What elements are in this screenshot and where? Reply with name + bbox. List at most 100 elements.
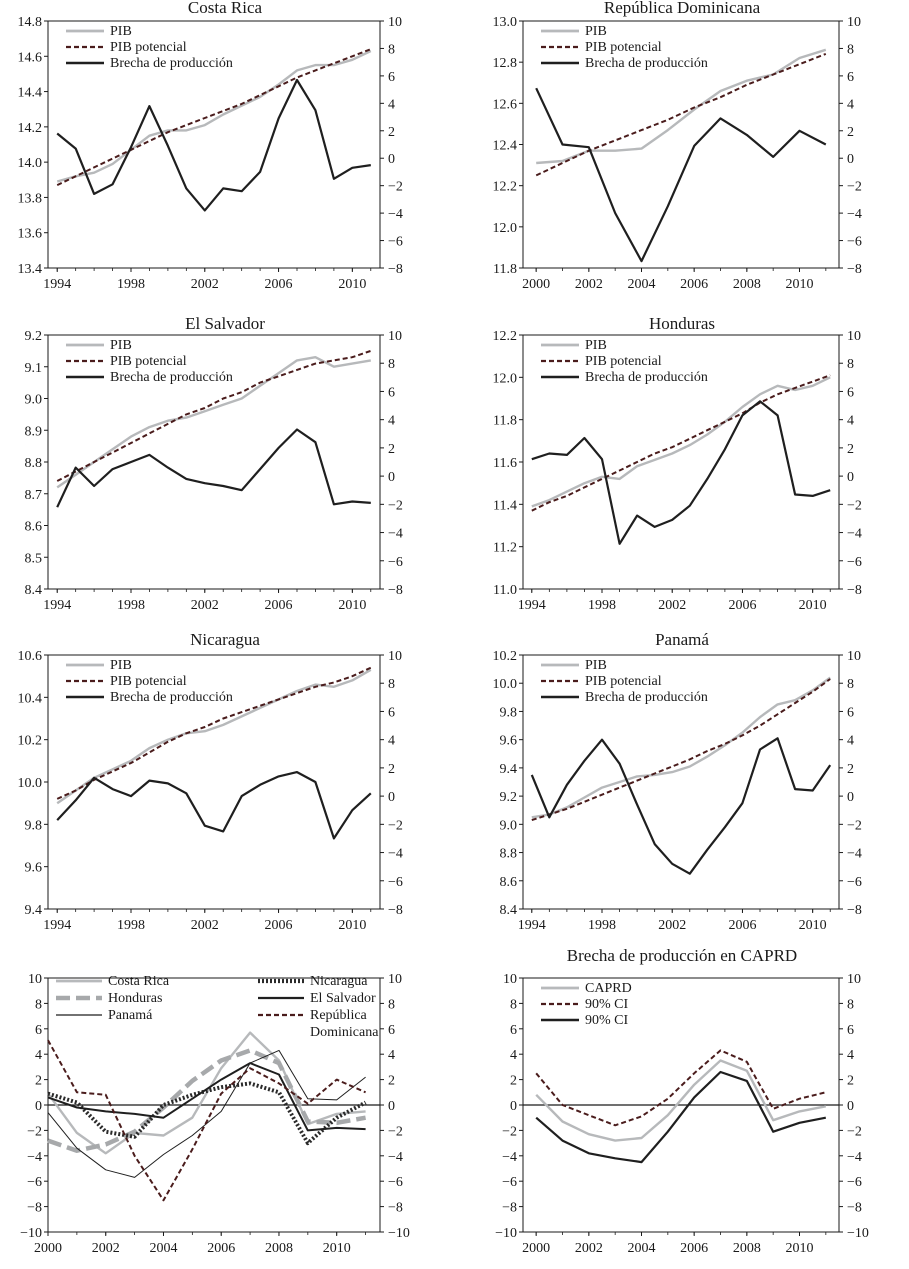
panel-nicaragua: Nicaragua 9.4 9.6 9.8 10.0 10.2 10.4 10.6 −8 −6 −… [0, 630, 450, 942]
x-tick-label: 2004 [628, 277, 656, 292]
legend-label: Brecha de producción [585, 370, 708, 385]
y2-tick-label: −2 [388, 498, 403, 513]
y2-tick-label: 4 [847, 1048, 854, 1063]
y-tick-label: 11.4 [493, 498, 517, 513]
y2-tick-label: 8 [847, 357, 854, 372]
series-line-pib [531, 676, 831, 819]
panel-el-salvador: El Salvador 8.4 8.5 8.6 8.7 8.8 8.9 9.0 9.1 9.2 −… [0, 314, 450, 626]
y2-tick-label: −2 [847, 818, 862, 833]
y-tick-label: 13.4 [18, 262, 43, 277]
y-tick-label: 12.6 [493, 97, 518, 112]
x-tick-label: 2006 [680, 1241, 708, 1256]
y-tick-label: 0 [35, 1099, 42, 1114]
y2-tick-label: 2 [388, 1074, 395, 1089]
legend-label: Brecha de producción [110, 370, 233, 385]
y2-tick-label: 8 [847, 677, 854, 692]
x-tick-label: 1998 [588, 598, 616, 613]
legend-label: PIB [585, 338, 607, 353]
legend-label: PIB [110, 338, 132, 353]
y-tick-label: 11.0 [493, 583, 517, 598]
y2-tick-label: −4 [847, 207, 862, 222]
series-line-brecha [535, 1070, 827, 1164]
x-tick-label: 2006 [207, 1241, 235, 1256]
chart-costa-rica: 13.4 13.6 13.8 14.0 14.2 14.4 14.6 14.8 −8 −6 −4 −2… [18, 15, 403, 292]
panel-brechas-paises: −10 −8 −6 −4 −2 0 2 4 6 8 10 −10 −8 −6 −4 −2 0 2 4 6 8 10 2000… [0, 946, 450, 1264]
y2-tick-label: 2 [388, 442, 395, 457]
chart-honduras: 11.0 11.2 11.4 11.6 11.8 12.0 12.2 −8 −6 −4 −2 0 2 4 6… [493, 329, 862, 613]
y-tick-label: −2 [502, 1124, 517, 1139]
y-tick-label: 10.2 [18, 734, 43, 749]
y-tick-label: 12.0 [493, 371, 518, 386]
y2-tick-label: 10 [388, 649, 402, 664]
y-tick-label: 9.0 [25, 393, 43, 408]
y2-tick-label: −8 [847, 903, 862, 918]
y-tick-label: 8.4 [500, 903, 518, 918]
y-tick-label: 13.6 [18, 227, 43, 242]
y2-tick-label: 2 [388, 762, 395, 777]
x-tick-label: 2002 [191, 277, 219, 292]
panel-costa-rica: Costa Rica 13.4 13.6 13.8 14.0 14.2 14.4 14.6 1… [0, 0, 450, 312]
y2-tick-label: 4 [388, 97, 395, 112]
panel-caprd: Brecha de producción en CAPRD −10 −8 −6 −4−… [455, 946, 909, 1264]
legend-label: Brecha de producción [585, 690, 708, 705]
y2-tick-label: −2 [847, 498, 862, 513]
y-tick-label: 9.2 [25, 329, 43, 344]
y-tick-label: 12.8 [493, 56, 518, 71]
x-tick-label: 1998 [117, 277, 145, 292]
y-tick-label: −2 [27, 1124, 42, 1139]
chart-title: República Dominicana [603, 0, 761, 17]
x-tick-label: 2006 [728, 918, 756, 933]
y2-tick-label: 2 [847, 442, 854, 457]
y2-tick-label: 0 [388, 1099, 395, 1114]
y-tick-label: 8 [35, 997, 42, 1012]
y2-tick-label: 4 [388, 414, 395, 429]
series-line-brecha [530, 737, 832, 875]
y2-tick-label: 0 [847, 790, 854, 805]
x-tick-label: 1998 [588, 918, 616, 933]
y2-tick-label: 0 [847, 470, 854, 485]
x-tick-label: 2002 [191, 918, 219, 933]
legend-label: PIB potencial [110, 40, 187, 55]
x-tick-label: 2008 [733, 1241, 761, 1256]
y2-tick-label: 4 [847, 97, 854, 112]
chart-title: Nicaragua [190, 630, 260, 649]
y-tick-label: 10.6 [18, 649, 43, 664]
y2-tick-label: 6 [847, 1023, 854, 1038]
y2-tick-label: 0 [847, 1099, 854, 1114]
chart-nicaragua: 9.4 9.6 9.8 10.0 10.2 10.4 10.6 −8 −6 −4 −2 0 2 4 6 8 10… [18, 649, 403, 933]
y-tick-label: 14.4 [18, 86, 43, 101]
y-tick-label: 8.6 [500, 875, 518, 890]
y-tick-label: 10.4 [18, 691, 43, 706]
y-tick-label: 11.8 [493, 262, 517, 277]
series-line-ni [47, 1081, 367, 1146]
x-tick-label: 2006 [265, 598, 293, 613]
x-tick-label: 2000 [34, 1241, 62, 1256]
y2-tick-label: 6 [388, 385, 395, 400]
y-tick-label: 11.2 [493, 541, 517, 556]
y2-tick-label: −4 [388, 527, 403, 542]
chart-republica-dominicana: 11.8 12.0 12.2 12.4 12.6 12.8 13.0 −8 −6 −4 −2 0 2 4 6… [493, 15, 862, 292]
x-tick-label: 2000 [522, 1241, 550, 1256]
y2-tick-label: −4 [847, 1150, 862, 1165]
legend-label: 90% CI [585, 997, 629, 1012]
legend-label: Honduras [108, 991, 162, 1006]
series-line-pib [56, 668, 372, 805]
series-line-pib [536, 48, 827, 165]
x-tick-label: 1998 [117, 598, 145, 613]
y2-tick-label: 10 [847, 972, 861, 987]
y-tick-label: 12.2 [493, 329, 518, 344]
y2-tick-label: 6 [847, 70, 854, 85]
x-tick-label: 2006 [728, 598, 756, 613]
y-tick-label: −8 [502, 1201, 517, 1216]
legend-label: PIB [110, 658, 132, 673]
y2-tick-label: 6 [388, 70, 395, 85]
y-tick-label: 10 [503, 972, 517, 987]
y2-tick-label: 0 [388, 152, 395, 167]
y2-tick-label: −8 [388, 1201, 403, 1216]
y2-tick-label: −4 [388, 1150, 403, 1165]
y2-tick-label: 6 [388, 705, 395, 720]
y-tick-label: 6 [510, 1023, 517, 1038]
y2-tick-label: 10 [388, 15, 402, 30]
x-tick-label: 1998 [117, 918, 145, 933]
y2-tick-label: 10 [388, 972, 402, 987]
